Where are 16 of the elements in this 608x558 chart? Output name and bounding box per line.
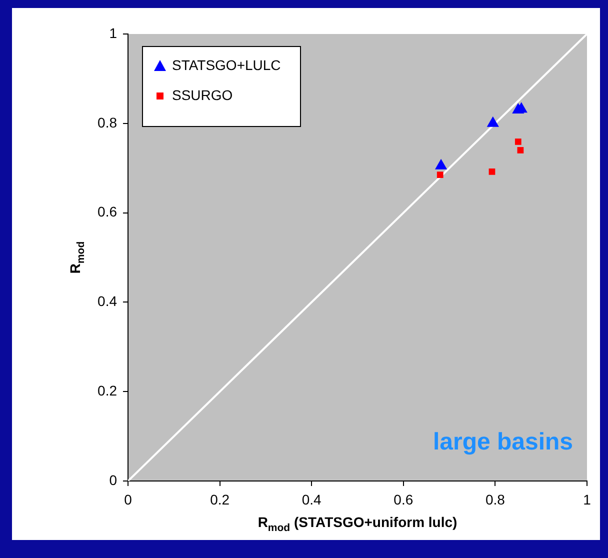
y-tick-label: 0.4 (98, 293, 118, 310)
y-tick-label: 1 (109, 24, 118, 41)
legend-label: STATSGO+LULC (172, 56, 281, 73)
legend-label: SSURGO (172, 86, 233, 103)
x-tick-label: 0.2 (210, 491, 230, 508)
y-tick-label: 0.2 (98, 382, 118, 398)
x-tick-label: 0.6 (394, 491, 414, 508)
y-tick-label: 0 (109, 472, 118, 488)
y-tick-label: 0.8 (98, 114, 118, 130)
y-tick-label: 0.6 (98, 204, 118, 220)
x-tick-label: 0.4 (302, 491, 322, 508)
y-axis-title: Rmod (67, 241, 88, 274)
annotation: large basins (432, 428, 574, 456)
x-tick-label: 0.8 (485, 491, 506, 508)
x-tick-label: 1 (583, 491, 592, 508)
x-tick-label: 0 (124, 491, 132, 508)
